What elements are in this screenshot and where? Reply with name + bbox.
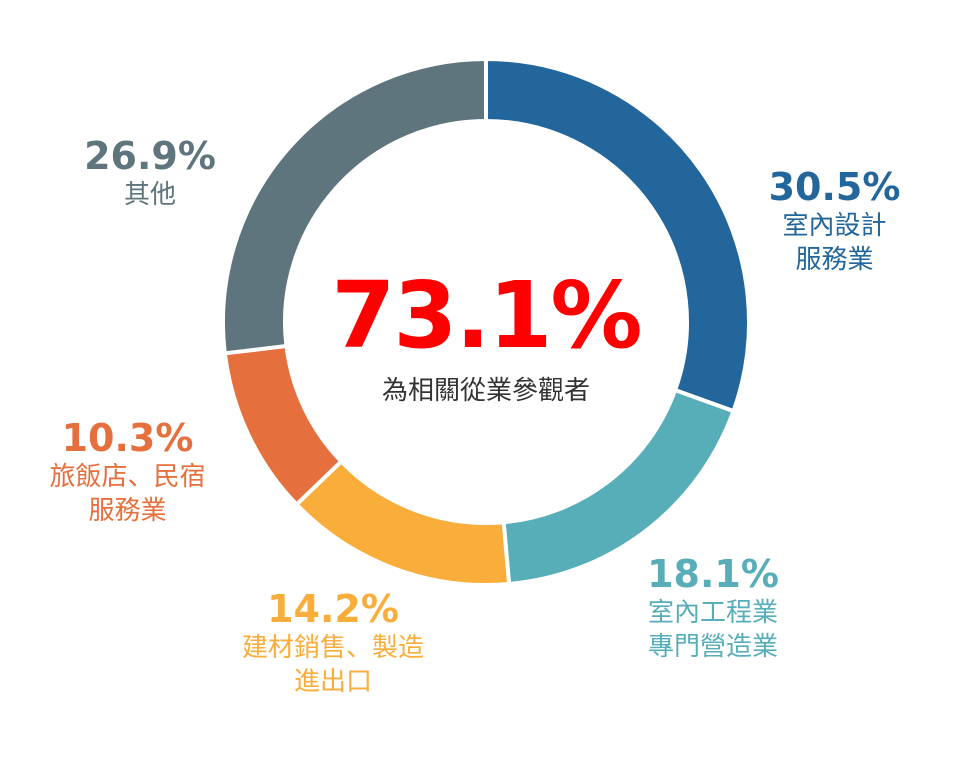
slice-value: 14.2% bbox=[267, 587, 399, 631]
donut-slice-other bbox=[221, 56, 488, 356]
donut-slice-building-materials bbox=[293, 458, 512, 587]
center-value: 73.1% bbox=[331, 262, 642, 369]
slice-name: 建材銷售、製造 進出口 bbox=[241, 633, 424, 697]
slice-name: 室內設計 服務業 bbox=[782, 211, 887, 275]
slice-label-interior-engineering: 18.1% 室內工程業 專門營造業 bbox=[618, 552, 808, 664]
slice-name: 其他 bbox=[123, 180, 176, 210]
slice-label-building-materials: 14.2% 建材銷售、製造 進出口 bbox=[213, 587, 453, 699]
slice-name: 旅飯店、民宿 服務業 bbox=[49, 462, 206, 526]
slice-value: 10.3% bbox=[61, 416, 194, 460]
slice-label-hospitality: 10.3% 旅飯店、民宿 服務業 bbox=[25, 416, 230, 528]
slice-value: 30.5% bbox=[768, 165, 901, 209]
donut-slice-interior-design bbox=[484, 56, 751, 414]
slice-value: 18.1% bbox=[647, 552, 779, 596]
center-caption: 為相關從業參觀者 bbox=[381, 376, 591, 406]
slice-value: 26.9% bbox=[84, 134, 216, 178]
donut-slice-hospitality bbox=[222, 343, 345, 508]
slice-name: 室內工程業 專門營造業 bbox=[647, 598, 778, 662]
slice-label-interior-design: 30.5% 室內設計 服務業 bbox=[752, 165, 917, 277]
slice-label-other: 26.9% 其他 bbox=[70, 134, 230, 212]
